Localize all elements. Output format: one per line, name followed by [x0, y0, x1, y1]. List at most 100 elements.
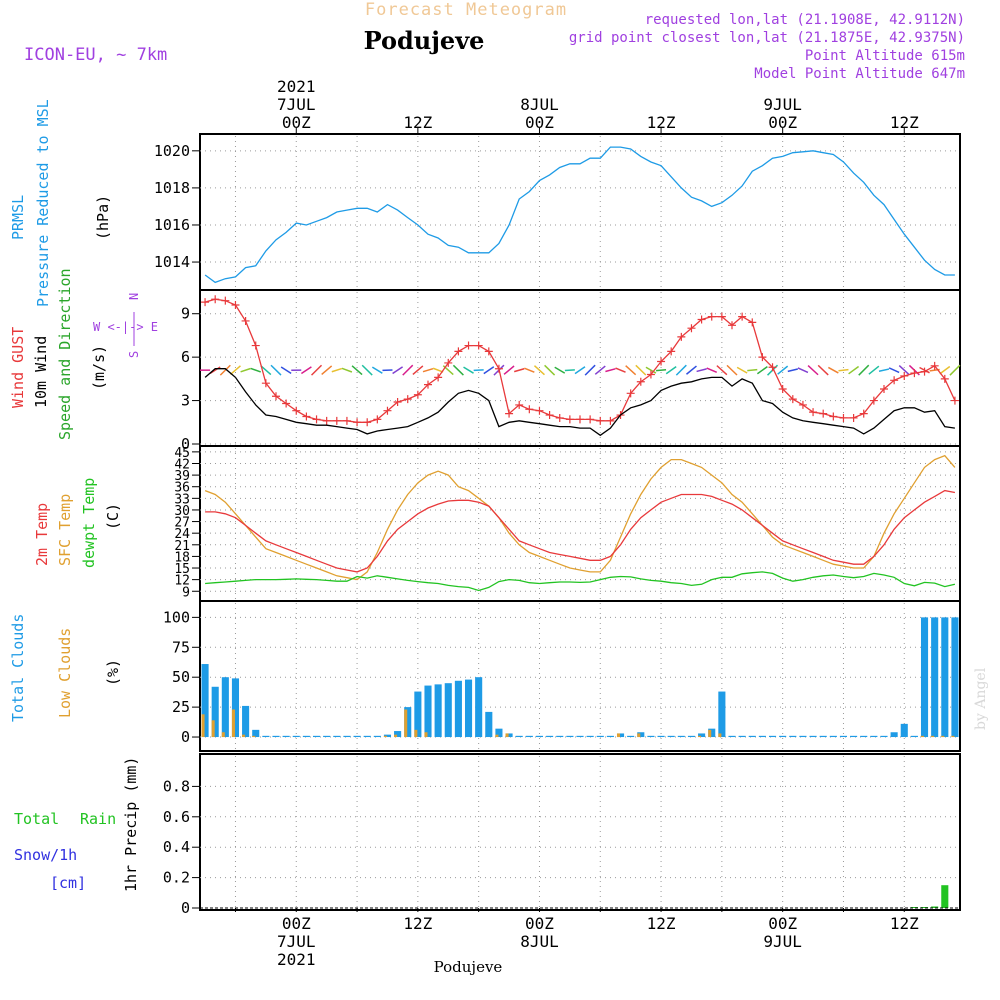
total-cloud-bar — [779, 735, 787, 738]
ytick-label-temp: 39 — [174, 469, 190, 484]
top-hour-label: 00Z — [768, 113, 797, 132]
gust-point — [768, 363, 777, 372]
total-cloud-bar — [363, 735, 371, 738]
wind-arrow — [402, 364, 414, 376]
axis-ticks: 1014101610181020036991215182124273033363… — [154, 142, 200, 917]
wind-labels: Wind GUST 10m Wind Speed and Direction (… — [9, 268, 158, 440]
gust-point — [636, 377, 645, 386]
wind-unit: (m/s) — [90, 345, 108, 390]
wind-arrow — [524, 367, 535, 373]
wind-arrow — [331, 367, 343, 373]
gust-point — [535, 406, 544, 415]
total-cloud-bar — [262, 735, 270, 738]
gust-point — [565, 415, 574, 424]
low-cloud-bar — [414, 729, 418, 738]
total-cloud-bar — [475, 677, 483, 738]
pressure-panel — [199, 133, 961, 291]
wind-arrow — [270, 364, 282, 376]
wind-arrow — [949, 364, 961, 376]
temp-unit: (C) — [104, 503, 122, 530]
precip-axis-label: 1hr Precip (mm) — [122, 757, 140, 892]
gust-point — [231, 301, 240, 310]
total-cloud-bar — [870, 735, 878, 738]
wind-arrow — [848, 365, 860, 375]
wind-arrow — [878, 368, 890, 373]
cloud-panel — [199, 600, 961, 752]
total-cloud-bar — [596, 735, 604, 738]
ytick-label-cloud: 50 — [172, 668, 190, 686]
wind-arrow — [797, 367, 809, 374]
total-cloud-bar — [860, 735, 868, 738]
gust-point — [505, 409, 514, 418]
panel-frames — [199, 133, 961, 911]
bottom-hour-label: 00Z — [282, 914, 311, 933]
gust-point — [687, 324, 696, 333]
total-cloud-bar — [394, 731, 402, 738]
wind-speed-line — [204, 368, 955, 437]
total-cloud-bar — [546, 735, 554, 738]
total-cloud-bar — [799, 735, 807, 738]
gust-point — [201, 298, 210, 307]
total-cloud-bar — [495, 728, 503, 738]
wind-arrow — [219, 364, 231, 376]
gust-point — [728, 321, 736, 330]
low-cloud-bar — [718, 733, 722, 738]
ytick-label-wind: 6 — [181, 348, 190, 366]
gust-point — [950, 396, 959, 405]
gust-point — [788, 395, 797, 404]
gust-point — [869, 396, 878, 405]
bottom-hour-label: 00Z — [525, 914, 554, 933]
temp-panel — [199, 445, 961, 602]
requested-coords: requested lon,lat (21.1908E, 42.9112N) — [645, 12, 965, 28]
ytick-label-precip: 0 — [181, 899, 190, 917]
total-cloud-bar — [424, 685, 432, 738]
total-cloud-bar — [951, 617, 959, 738]
gust-point — [880, 384, 888, 393]
wind-arrow — [422, 367, 434, 373]
model-label: ICON-EU, ~ 7km — [24, 45, 167, 65]
gust-point — [322, 416, 331, 425]
gust-point — [890, 376, 899, 385]
total-cloud-bar — [698, 733, 706, 738]
ytick-label-wind: 0 — [181, 435, 190, 453]
gust-point — [555, 413, 564, 422]
wind-arrow — [685, 365, 697, 375]
gust-point — [312, 415, 321, 424]
total-cloud-bar — [758, 735, 766, 738]
gust-point — [677, 332, 686, 341]
total-cloud-bar — [708, 728, 716, 738]
wind-arrow — [432, 367, 444, 373]
top-hour-label: 12Z — [647, 113, 676, 132]
ytick-label-temp: 33 — [174, 492, 190, 507]
wind-arrow — [341, 367, 353, 373]
total-cloud-bar — [464, 679, 473, 738]
gust-label: Wind GUST — [9, 327, 27, 408]
wind-arrow — [584, 364, 596, 376]
ytick-label-pressure: 1016 — [154, 216, 190, 234]
total-cloud-bar — [677, 735, 685, 738]
gust-point — [525, 405, 534, 414]
gust-point — [586, 415, 595, 424]
total-cloud-bar — [221, 677, 229, 738]
bottom-date-label: 9JUL — [763, 932, 802, 951]
gust-point — [849, 413, 858, 422]
location-title: Podujeve — [364, 26, 485, 55]
precip-panel — [199, 753, 961, 911]
wind-arrow — [716, 365, 728, 376]
ytick-label-temp: 18 — [174, 550, 190, 565]
total-cloud-bar — [606, 735, 614, 738]
low-cloud-bar — [242, 734, 246, 738]
gust-point — [829, 412, 838, 421]
ytick-label-pressure: 1020 — [154, 142, 190, 160]
dewpoint-line — [205, 571, 956, 592]
low-cloud-bar — [698, 735, 702, 738]
total-cloud-label: Total Clouds — [9, 614, 27, 722]
ytick-label-precip: 0.4 — [163, 838, 190, 856]
snow-label: Snow/1h — [14, 846, 77, 864]
gust-point — [272, 392, 280, 401]
ytick-label-cloud: 0 — [181, 728, 190, 746]
wind-arrow — [726, 364, 738, 376]
top-year-label: 2021 — [277, 77, 316, 96]
bottom-hour-label: 00Z — [768, 914, 797, 933]
gust-point — [920, 367, 929, 376]
